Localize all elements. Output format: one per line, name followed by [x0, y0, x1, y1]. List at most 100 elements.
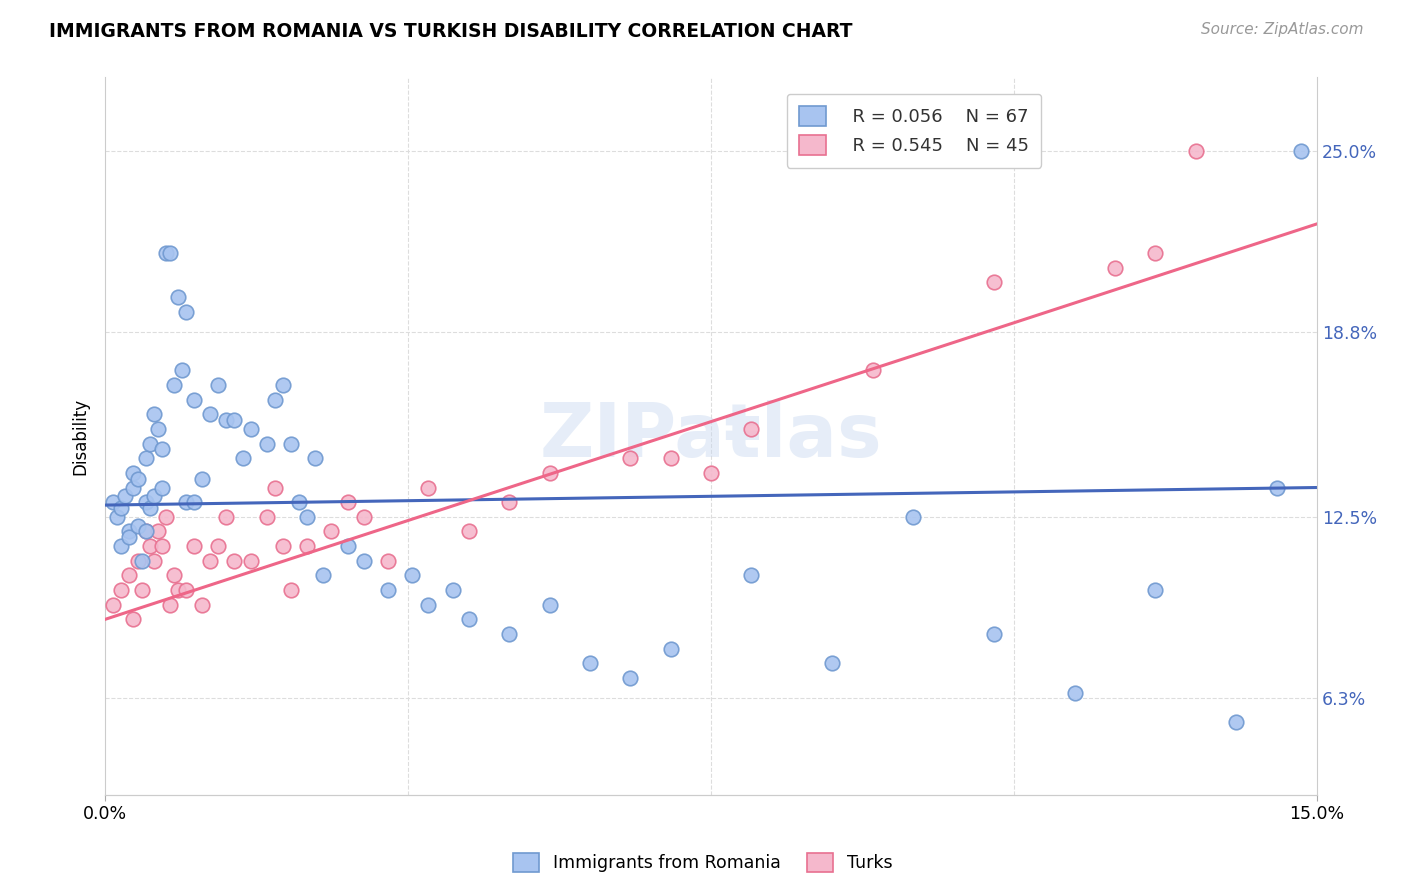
Point: [103, 495, 125, 509]
Point: [122, 612, 145, 626]
Point: [1265, 481, 1288, 495]
Legend: Immigrants from Romania, Turks: Immigrants from Romania, Turks: [506, 846, 900, 879]
Point: [700, 466, 723, 480]
Point: [135, 524, 157, 539]
Point: [200, 407, 222, 421]
Point: [418, 598, 440, 612]
Point: [312, 568, 335, 582]
Point: [336, 539, 359, 553]
Point: [174, 305, 197, 319]
Point: [150, 442, 173, 457]
Point: [138, 539, 160, 553]
Point: [1225, 714, 1247, 729]
Point: [191, 472, 214, 486]
Point: [263, 481, 285, 495]
Point: [127, 518, 149, 533]
Point: [1289, 144, 1312, 158]
Point: [191, 598, 214, 612]
Point: [336, 495, 359, 509]
Point: [1144, 582, 1167, 597]
Point: [224, 554, 246, 568]
Point: [983, 276, 1005, 290]
Point: [114, 489, 136, 503]
Point: [200, 554, 222, 568]
Point: [271, 378, 294, 392]
Point: [150, 481, 173, 495]
Point: [170, 363, 193, 377]
Point: [295, 539, 318, 553]
Legend:   R = 0.056    N = 67,   R = 0.545    N = 45: R = 0.056 N = 67, R = 0.545 N = 45: [786, 94, 1042, 168]
Point: [135, 495, 157, 509]
Point: [1063, 685, 1085, 699]
Point: [377, 582, 399, 597]
Point: [457, 524, 479, 539]
Point: [256, 509, 278, 524]
Point: [740, 422, 762, 436]
Point: [457, 612, 479, 626]
Point: [138, 501, 160, 516]
Point: [579, 657, 602, 671]
Point: [353, 554, 375, 568]
Point: [418, 481, 440, 495]
Point: [163, 378, 186, 392]
Point: [142, 489, 165, 503]
Point: [498, 627, 520, 641]
Point: [232, 451, 254, 466]
Point: [138, 436, 160, 450]
Point: [901, 509, 924, 524]
Point: [538, 466, 561, 480]
Point: [110, 582, 132, 597]
Point: [1104, 260, 1126, 275]
Point: [295, 509, 318, 524]
Point: [821, 657, 844, 671]
Point: [740, 568, 762, 582]
Point: [239, 554, 262, 568]
Point: [142, 407, 165, 421]
Point: [619, 451, 641, 466]
Point: [983, 627, 1005, 641]
Point: [619, 671, 641, 685]
Point: [183, 392, 205, 407]
Point: [280, 436, 302, 450]
Point: [127, 472, 149, 486]
Point: [118, 524, 141, 539]
Point: [441, 582, 464, 597]
Y-axis label: Disability: Disability: [72, 398, 89, 475]
Point: [159, 598, 181, 612]
Point: [163, 568, 186, 582]
Point: [159, 246, 181, 260]
Point: [150, 539, 173, 553]
Point: [174, 582, 197, 597]
Point: [280, 582, 302, 597]
Point: [142, 554, 165, 568]
Point: [127, 554, 149, 568]
Point: [215, 413, 238, 427]
Point: [167, 582, 190, 597]
Point: [122, 481, 145, 495]
Point: [135, 451, 157, 466]
Point: [304, 451, 326, 466]
Point: [183, 539, 205, 553]
Point: [659, 641, 682, 656]
Point: [183, 495, 205, 509]
Point: [538, 598, 561, 612]
Point: [353, 509, 375, 524]
Point: [155, 246, 177, 260]
Point: [263, 392, 285, 407]
Point: [146, 524, 169, 539]
Point: [174, 495, 197, 509]
Point: [215, 509, 238, 524]
Point: [271, 539, 294, 553]
Point: [256, 436, 278, 450]
Point: [105, 509, 128, 524]
Point: [1144, 246, 1167, 260]
Point: [131, 554, 153, 568]
Point: [118, 568, 141, 582]
Text: IMMIGRANTS FROM ROMANIA VS TURKISH DISABILITY CORRELATION CHART: IMMIGRANTS FROM ROMANIA VS TURKISH DISAB…: [49, 22, 852, 41]
Point: [224, 413, 246, 427]
Point: [122, 466, 145, 480]
Point: [110, 501, 132, 516]
Point: [131, 582, 153, 597]
Point: [659, 451, 682, 466]
Point: [146, 422, 169, 436]
